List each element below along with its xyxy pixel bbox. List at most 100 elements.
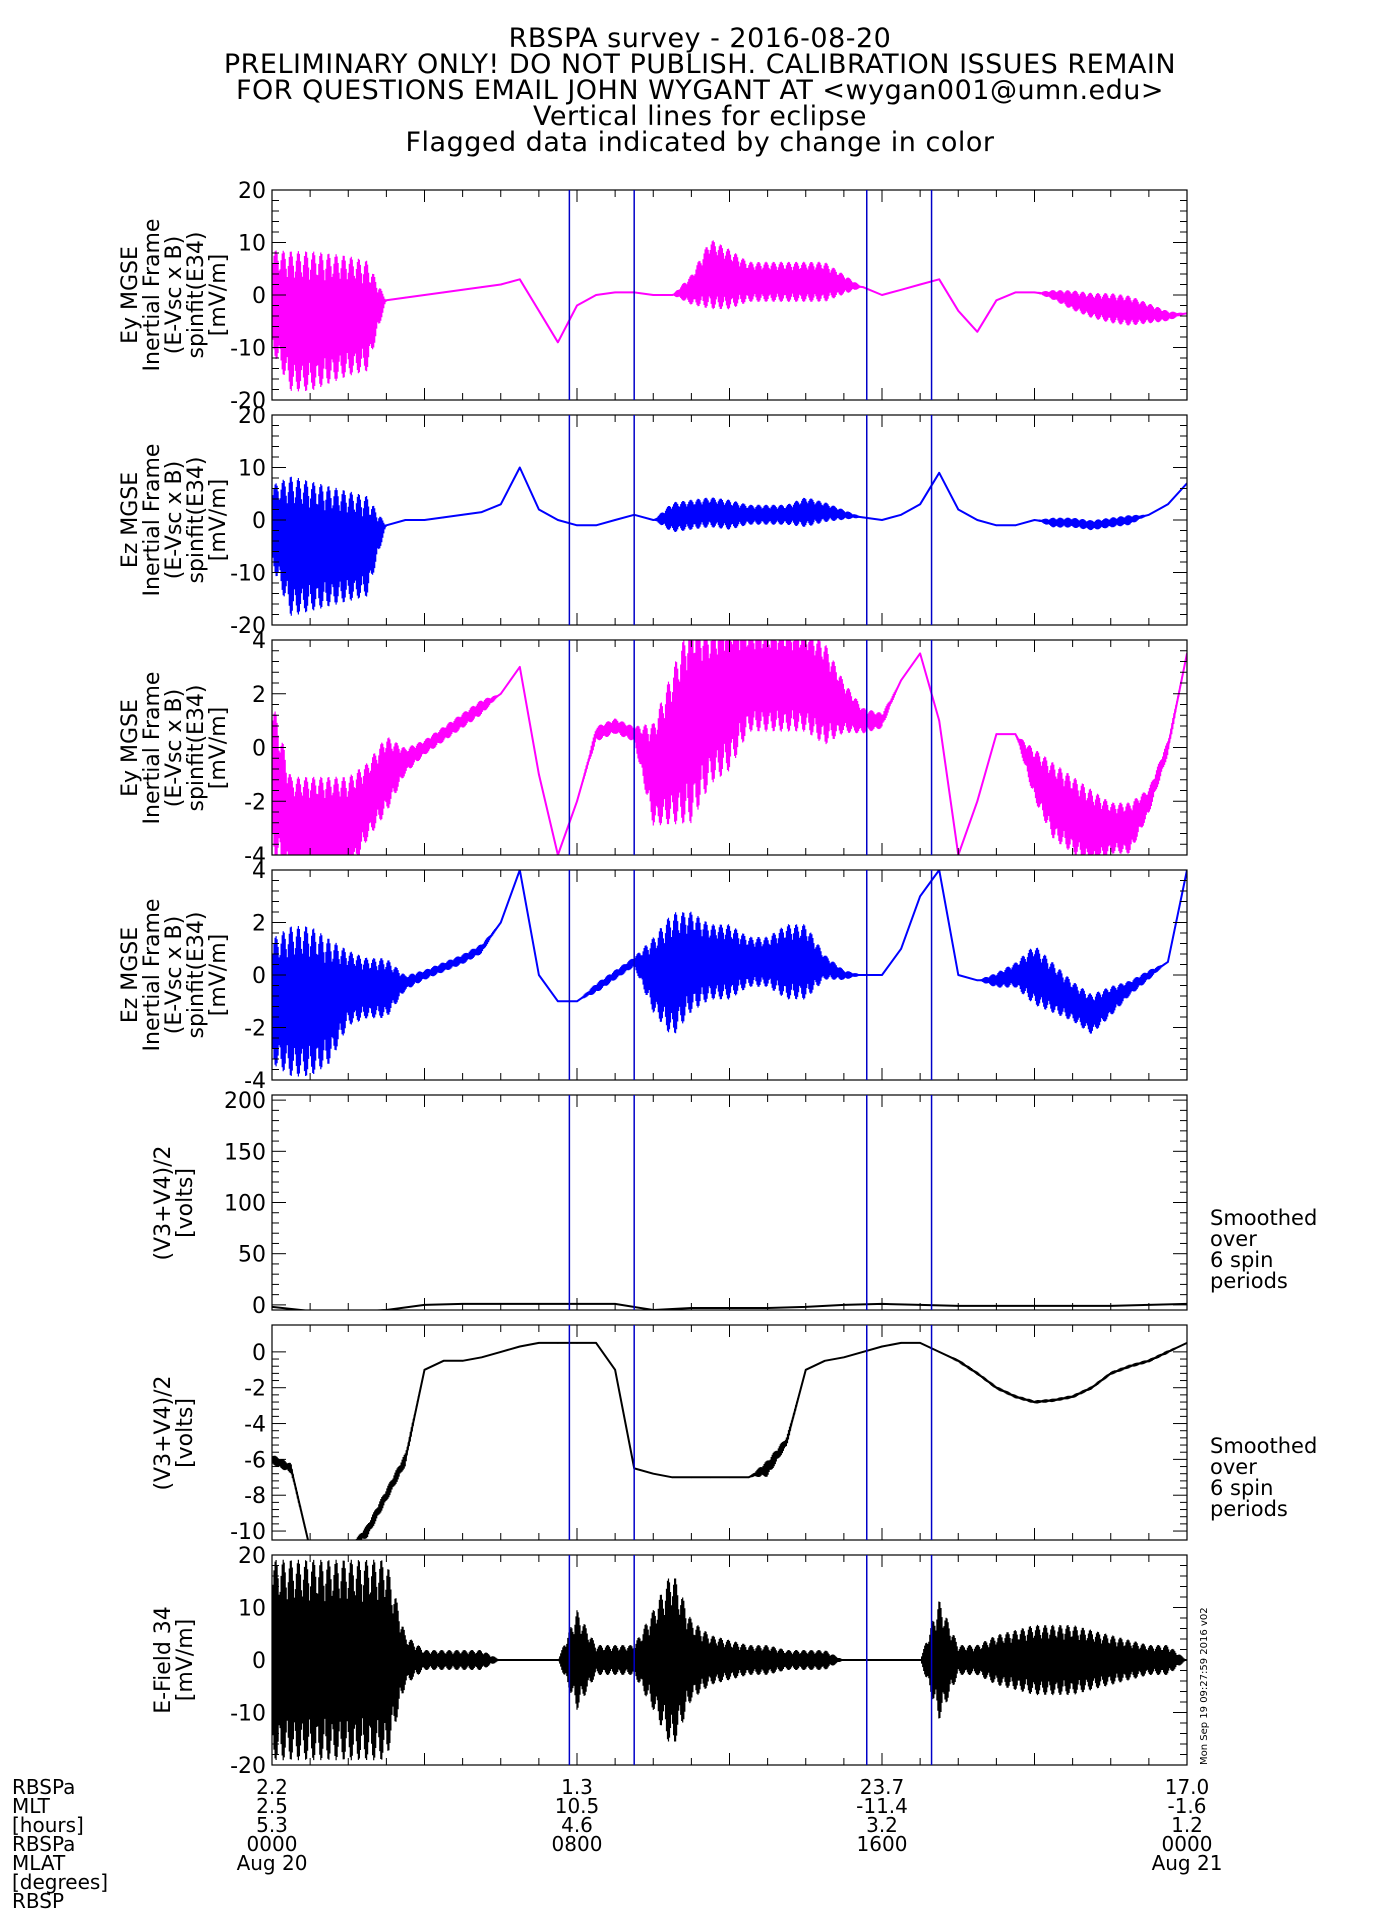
data-point bbox=[690, 1659, 693, 1661]
footer-value: 17.0 bbox=[1164, 1775, 1210, 1799]
data-point bbox=[1014, 524, 1017, 527]
data-point bbox=[576, 800, 578, 803]
data-point bbox=[728, 1659, 731, 1661]
data-point bbox=[805, 281, 807, 283]
data-point bbox=[957, 1360, 960, 1362]
data-point bbox=[404, 519, 407, 521]
data-point bbox=[976, 519, 979, 521]
data-point bbox=[652, 773, 655, 776]
data-point bbox=[1014, 974, 1017, 976]
data-point bbox=[328, 1000, 331, 1003]
footer-value: 1.3 bbox=[561, 1775, 593, 1799]
data-point bbox=[766, 281, 769, 283]
footer-value: 1.2 bbox=[1171, 1813, 1203, 1837]
data-point bbox=[500, 693, 502, 695]
data-point bbox=[976, 800, 979, 803]
data-point bbox=[671, 746, 674, 749]
data-point bbox=[538, 1342, 540, 1344]
data-point bbox=[1148, 312, 1150, 315]
data-point bbox=[843, 283, 845, 286]
data-point bbox=[824, 693, 826, 695]
panel-4: 4 2 0 -2 -4 bbox=[244, 859, 1188, 1094]
data-point bbox=[766, 961, 769, 963]
data-point bbox=[1148, 1659, 1150, 1661]
data-point bbox=[1090, 1659, 1093, 1661]
data-point bbox=[690, 514, 693, 516]
footer-value: 4.6 bbox=[561, 1813, 593, 1837]
data-point bbox=[938, 1351, 940, 1353]
data-point bbox=[328, 317, 331, 320]
data-point bbox=[747, 679, 750, 682]
data-point bbox=[709, 706, 712, 708]
y-tick-label: -10 bbox=[230, 1702, 266, 1727]
data-point bbox=[1129, 987, 1131, 989]
footer-column-3: 23.7 -11.4 3.2 1600 bbox=[822, 1777, 942, 1873]
data-point bbox=[1148, 800, 1150, 803]
data-point bbox=[519, 1659, 521, 1661]
data-point bbox=[1090, 827, 1093, 829]
series-noise bbox=[272, 240, 1187, 392]
data-point bbox=[366, 545, 369, 548]
data-point bbox=[900, 1659, 902, 1661]
data-point bbox=[785, 679, 788, 682]
data-point bbox=[1110, 307, 1112, 309]
data-point bbox=[747, 1476, 750, 1479]
data-point bbox=[728, 1476, 731, 1479]
data-point bbox=[347, 1659, 350, 1661]
data-point bbox=[519, 666, 521, 668]
y-tick-label: 10 bbox=[238, 457, 266, 482]
data-point bbox=[938, 472, 940, 474]
y-axis-label-1: Ey MGSE Inertial Frame (E-Vsc x B) spinfit(… bbox=[118, 218, 231, 372]
data-point bbox=[976, 331, 979, 333]
data-point bbox=[862, 1351, 864, 1353]
data-point bbox=[500, 283, 502, 286]
series-noise bbox=[272, 476, 1149, 616]
data-point bbox=[919, 652, 921, 655]
data-point bbox=[900, 948, 902, 950]
data-point bbox=[1052, 521, 1055, 524]
data-point bbox=[385, 773, 388, 776]
data-point bbox=[576, 524, 578, 527]
footer-label-4: MLAT bbox=[12, 1851, 66, 1875]
data-point bbox=[652, 294, 655, 296]
data-point bbox=[423, 1369, 426, 1371]
data-point bbox=[557, 519, 559, 521]
data-point bbox=[1052, 1659, 1055, 1661]
y-axis-label-2: Ez MGSE Inertial Frame (E-Vsc x B) spinfit(… bbox=[118, 443, 231, 597]
panel-2: 20 10 0 -10 -20 bbox=[230, 404, 1188, 639]
data-point bbox=[1110, 827, 1112, 829]
y-tick-label: 150 bbox=[224, 1140, 266, 1165]
data-point bbox=[366, 800, 369, 803]
y-tick-label: 20 bbox=[238, 404, 266, 429]
data-point bbox=[442, 1659, 445, 1661]
data-point bbox=[652, 1659, 655, 1661]
footer-value: 3.2 bbox=[866, 1813, 898, 1837]
data-point bbox=[1110, 521, 1112, 524]
data-point bbox=[881, 974, 883, 976]
data-point bbox=[957, 974, 960, 976]
data-point bbox=[309, 545, 311, 548]
data-point bbox=[500, 921, 502, 924]
y-tick-label: 50 bbox=[238, 1243, 266, 1268]
data-point bbox=[747, 961, 750, 963]
data-point bbox=[290, 320, 292, 323]
data-point bbox=[728, 278, 731, 281]
data-point bbox=[824, 1659, 826, 1661]
data-point bbox=[1052, 987, 1055, 989]
data-point bbox=[1052, 294, 1055, 296]
data-point bbox=[690, 289, 693, 291]
data-point bbox=[404, 296, 407, 299]
footer-value: 0800 bbox=[551, 1832, 603, 1856]
data-point bbox=[1052, 800, 1055, 803]
data-point bbox=[442, 291, 445, 294]
data-point bbox=[1071, 1395, 1074, 1398]
data-point bbox=[919, 1659, 921, 1661]
data-point bbox=[366, 315, 369, 317]
data-point bbox=[461, 958, 464, 961]
data-point bbox=[595, 987, 597, 989]
data-point bbox=[652, 1472, 655, 1475]
data-point bbox=[995, 733, 998, 735]
data-point bbox=[785, 281, 788, 283]
y-tick-label: 20 bbox=[238, 179, 266, 204]
